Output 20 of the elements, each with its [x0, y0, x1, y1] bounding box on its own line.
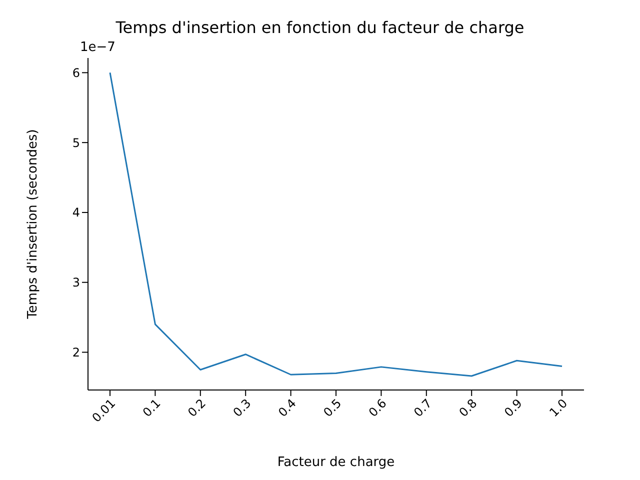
x-tick-label: 0.9	[502, 396, 525, 420]
x-tick-label: 0.7	[411, 396, 435, 420]
x-tick-label: 0.8	[456, 396, 480, 420]
x-tick-label: 1.0	[546, 396, 570, 420]
x-tick-label: 0.2	[185, 396, 209, 420]
x-tick-label: 0.1	[140, 396, 164, 420]
line-series	[109, 72, 563, 377]
x-tick-label: 0.6	[366, 396, 390, 420]
y-tick-label: 2	[72, 346, 80, 360]
y-tick-label: 6	[72, 66, 80, 80]
y-tick-label: 4	[72, 206, 80, 220]
x-tick-label: 0.5	[320, 396, 344, 420]
y-tick-label: 5	[72, 136, 80, 150]
x-tick-label: 0.3	[230, 396, 254, 420]
y-axis-title: Temps d'insertion (secondes)	[26, 129, 41, 320]
text: 1e−7	[80, 40, 116, 55]
chart-title: Temps d'insertion en fonction du facteur de charge	[114, 18, 526, 37]
x-axis-title: Facteur de charge	[277, 455, 395, 470]
x-tick-label: 0.4	[276, 396, 299, 420]
y-tick-label: 3	[72, 276, 80, 290]
